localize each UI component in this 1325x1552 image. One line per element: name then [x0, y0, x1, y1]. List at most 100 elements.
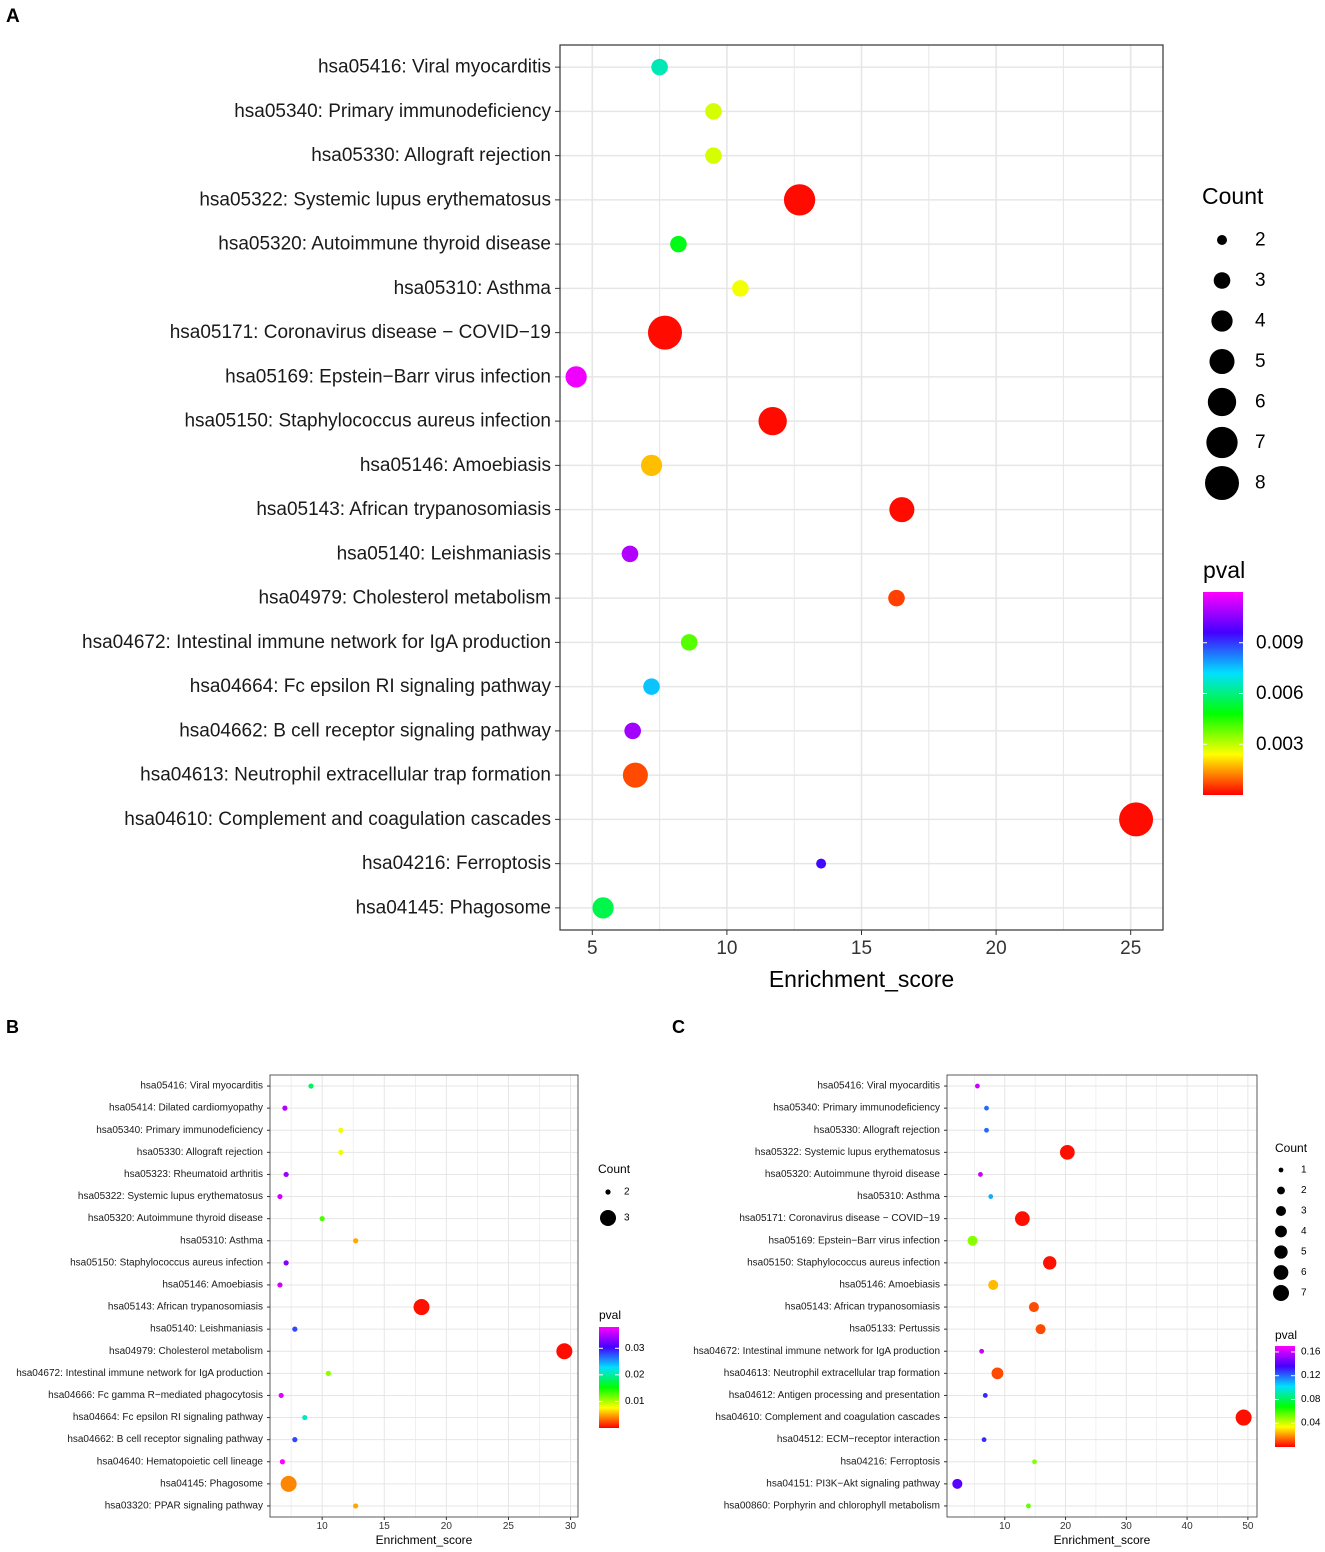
y-tick-label: hsa04145: Phagosome	[160, 1478, 263, 1489]
size-legend-dot	[1275, 1225, 1287, 1238]
data-point	[732, 280, 749, 297]
data-point	[988, 1279, 999, 1290]
x-tick-label: 40	[1182, 1521, 1194, 1532]
color-legend-title: pval	[599, 1308, 621, 1322]
y-tick-label: hsa04662: B cell receptor signaling path…	[67, 1434, 263, 1445]
data-point	[1032, 1459, 1037, 1465]
data-point	[283, 1171, 289, 1178]
x-tick-label: 20	[441, 1521, 453, 1532]
plot-area	[947, 1075, 1257, 1517]
data-point	[640, 454, 663, 477]
y-tick-label: hsa04672: Intestinal immune network for …	[82, 632, 551, 653]
x-tick-label: 30	[565, 1521, 577, 1532]
color-legend-label: 0.003	[1256, 734, 1304, 755]
panel-a-dotplot: hsa05416: Viral myocarditis hsa05340: Pri…	[82, 44, 1304, 992]
y-tick-label: hsa05323: Rheumatoid arthritis	[124, 1169, 263, 1180]
y-tick-label: hsa05340: Primary immunodeficiency	[234, 101, 551, 122]
y-tick-label: hsa05169: Epstein−Barr virus infection	[769, 1235, 941, 1246]
size-legend-dot	[1206, 426, 1238, 459]
size-legend-dot	[1278, 1167, 1284, 1173]
data-point	[624, 722, 641, 740]
panel-label-a: A	[6, 6, 20, 27]
size-legend-dot	[1217, 235, 1227, 245]
size-legend-label: 7	[1255, 432, 1266, 453]
data-point	[565, 366, 587, 388]
size-legend-label: 3	[624, 1213, 630, 1224]
size-legend-label: 3	[1255, 270, 1266, 291]
color-legend-label: 0.01	[625, 1396, 645, 1407]
y-tick-label: hsa04666: Fc gamma R−mediated phagocytos…	[48, 1390, 263, 1401]
y-tick-label: hsa05169: Epstein−Barr virus infection	[225, 366, 551, 387]
y-tick-label: hsa05416: Viral myocarditis	[140, 1081, 263, 1092]
plot-border	[946, 1074, 1258, 1518]
data-point	[816, 858, 827, 869]
size-legend-label: 3	[1301, 1206, 1307, 1217]
y-tick-label: hsa04672: Intestinal immune network for …	[693, 1346, 940, 1357]
x-axis-title: Enrichment_score	[769, 966, 954, 992]
y-tick-label: hsa05340: Primary immunodeficiency	[96, 1125, 263, 1136]
y-tick-label: hsa05330: Allograft rejection	[814, 1125, 940, 1136]
color-legend-bar	[599, 1327, 619, 1428]
data-point	[979, 1348, 985, 1354]
plot-border	[269, 1074, 579, 1518]
y-tick-label: hsa04672: Intestinal immune network for …	[16, 1368, 263, 1379]
x-tick-label: 20	[986, 938, 1007, 959]
x-axis-title: Enrichment_score	[1054, 1533, 1151, 1547]
y-tick-label: hsa04216: Ferroptosis	[840, 1456, 940, 1467]
y-tick-label: hsa04662: B cell receptor signaling path…	[179, 720, 551, 741]
size-legend-title: Count	[1202, 183, 1264, 209]
color-legend-label: 0.009	[1256, 632, 1304, 653]
color-legend-label: 0.16	[1301, 1346, 1321, 1357]
x-tick-label: 10	[317, 1521, 329, 1532]
data-point	[338, 1127, 344, 1133]
y-tick-label: hsa05320: Autoimmune thyroid disease	[765, 1169, 941, 1180]
size-legend-label: 6	[1301, 1267, 1307, 1278]
data-point	[278, 1392, 284, 1399]
plot-area	[270, 1075, 578, 1517]
y-tick-label: hsa05150: Staphylococcus aureus infectio…	[747, 1257, 940, 1268]
data-point	[647, 315, 682, 350]
color-legend-title: pval	[1275, 1328, 1297, 1342]
y-tick-label: hsa05322: Systemic lupus erythematosus	[199, 189, 551, 210]
data-point	[705, 103, 722, 120]
data-point	[279, 1459, 286, 1465]
y-tick-label: hsa00860: Porphyrin and chlorophyll meta…	[724, 1500, 940, 1511]
size-legend-dot	[1274, 1245, 1288, 1259]
data-point	[984, 1105, 989, 1111]
color-legend-label: 0.08	[1301, 1394, 1321, 1405]
size-legend-label: 8	[1255, 473, 1266, 494]
data-point	[338, 1149, 344, 1155]
size-legend-dot	[1209, 348, 1235, 375]
size-legend-label: 4	[1301, 1226, 1307, 1237]
y-tick-label: hsa05322: Systemic lupus erythematosus	[755, 1147, 940, 1158]
data-point	[952, 1478, 963, 1489]
y-tick-label: hsa05140: Leishmaniasis	[337, 543, 551, 564]
color-legend-label: 0.04	[1301, 1418, 1321, 1429]
size-legend-dot	[1213, 272, 1231, 289]
y-tick-label: hsa04640: Hematopoietic cell lineage	[97, 1456, 264, 1467]
size-legend-label: 5	[1301, 1247, 1307, 1258]
data-point	[978, 1172, 983, 1177]
y-tick-label: hsa04612: Antigen processing and present…	[729, 1390, 940, 1401]
x-tick-label: 15	[379, 1521, 391, 1532]
x-tick-label: 25	[1120, 938, 1141, 959]
y-tick-label: hsa05340: Primary immunodeficiency	[773, 1103, 940, 1114]
data-point	[302, 1414, 308, 1421]
y-tick-label: hsa05143: African trypanosomiasis	[108, 1302, 263, 1313]
color-legend-label: 0.03	[625, 1343, 645, 1354]
y-tick-label: hsa05171: Coronavirus disease − COVID−19	[170, 322, 551, 343]
data-point	[889, 497, 915, 523]
data-point	[1035, 1324, 1046, 1335]
y-tick-label: hsa05143: African trypanosomiasis	[256, 499, 551, 520]
color-legend-bar	[1275, 1346, 1295, 1447]
size-legend-label: 1	[1301, 1165, 1307, 1176]
y-tick-label: hsa05146: Amoebiasis	[839, 1279, 940, 1290]
x-axis-title: Enrichment_score	[376, 1533, 473, 1547]
y-tick-label: hsa05416: Viral myocarditis	[318, 57, 551, 78]
data-point	[292, 1326, 298, 1332]
y-tick-label: hsa05133: Pertussis	[849, 1324, 940, 1335]
y-tick-label: hsa04145: Phagosome	[356, 897, 551, 918]
x-tick-label: 20	[1060, 1521, 1072, 1532]
data-point	[984, 1127, 989, 1133]
y-tick-label: hsa04664: Fc epsilon RI signaling pathwa…	[190, 676, 552, 697]
